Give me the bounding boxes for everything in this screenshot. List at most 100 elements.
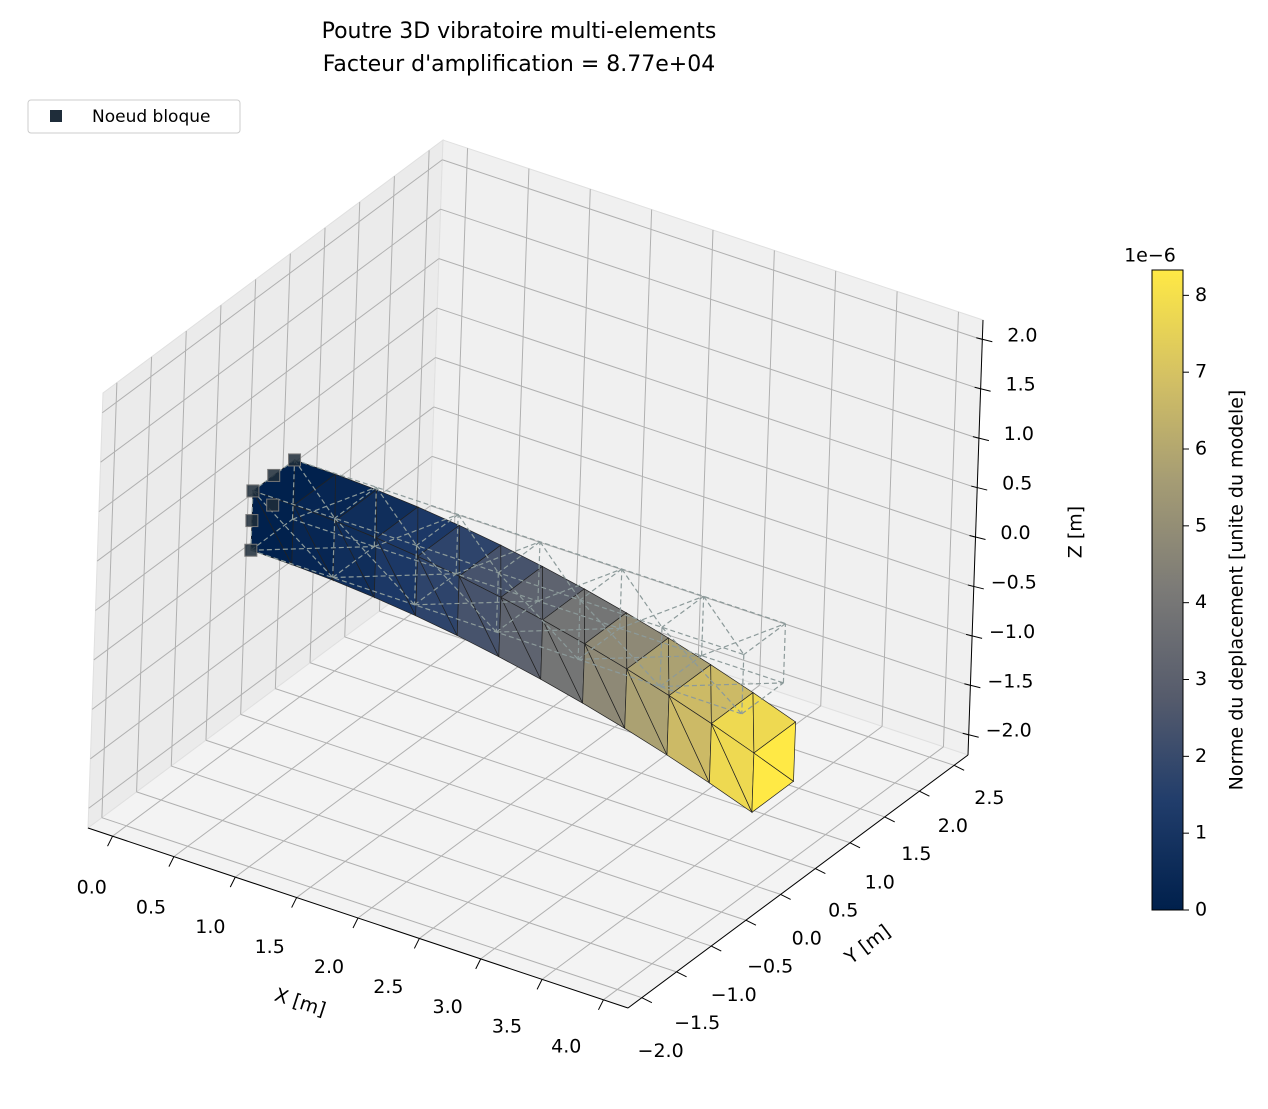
undeformed-edge (413, 545, 418, 605)
y-tick-label: 2.0 (938, 815, 968, 837)
y-tick-label: 0.0 (792, 928, 822, 950)
x-tick-label: 3.0 (433, 996, 463, 1018)
y-tick-label: −0.5 (747, 956, 793, 978)
undeformed-edge (291, 459, 296, 520)
colorbar-tick-label: 1 (1195, 822, 1207, 844)
colorbar-tick-label: 3 (1195, 668, 1207, 690)
z-tick-label: 0.0 (1000, 522, 1030, 544)
y-tick (711, 945, 722, 952)
colorbar-tick-label: 2 (1195, 745, 1207, 767)
undeformed-edge (498, 541, 541, 574)
undeformed-edge (455, 514, 459, 574)
z-tick-label: −0.5 (991, 571, 1037, 593)
y-tick-label: 0.5 (828, 899, 858, 921)
undeformed-edge (700, 596, 705, 656)
x-tick (168, 856, 175, 867)
grid-line (440, 208, 981, 390)
x-tick (291, 897, 298, 908)
x-tick-label: 4.0 (551, 1036, 581, 1058)
undeformed-edge (579, 568, 623, 601)
y-tick (780, 893, 791, 900)
x-axis-label: X [m] (272, 984, 329, 1021)
undeformed-edge (703, 595, 745, 655)
undeformed-edge (659, 682, 784, 688)
undeformed-edge (250, 490, 254, 551)
undeformed-edge (741, 682, 784, 715)
fixed-node (288, 453, 302, 467)
fixed-node (245, 514, 259, 528)
colorbar-tick-label: 4 (1195, 591, 1207, 613)
undeformed-edge (495, 572, 499, 633)
undeformed-edge (374, 513, 459, 548)
undeformed-edge (332, 573, 457, 579)
y-tick (676, 971, 687, 978)
undeformed-edge (539, 541, 581, 601)
z-tick-label: −1.0 (989, 621, 1035, 643)
chart-subtitle: Facteur d'amplification = 8.77e+04 (323, 52, 715, 77)
undeformed-edge (332, 518, 336, 578)
undeformed-edge (416, 545, 497, 633)
undeformed-edge (414, 600, 538, 606)
grid-line (88, 554, 429, 809)
grid-line (603, 746, 944, 1001)
grid-line (344, 636, 885, 818)
undeformed-edge (743, 623, 786, 656)
undeformed-edge (414, 573, 457, 606)
y-tick (815, 868, 826, 875)
z-tick (972, 436, 990, 442)
legend-label: Noeud bloque (92, 107, 211, 127)
z-tick-label: −1.5 (987, 670, 1033, 692)
x-tick-label: 1.0 (195, 916, 225, 938)
z-tick (965, 633, 983, 639)
y-tick (849, 842, 861, 849)
x-tick (598, 999, 604, 1011)
undeformed-edge (577, 599, 581, 660)
y-tick (953, 764, 965, 771)
undeformed-edge (496, 627, 620, 633)
undeformed-edge (782, 623, 787, 683)
z-tick-label: 1.0 (1004, 423, 1034, 445)
fixed-node (267, 468, 281, 482)
undeformed-edge (537, 541, 541, 602)
colorbar-tick-label: 8 (1195, 284, 1207, 306)
grid-line (309, 662, 851, 844)
z-tick (971, 485, 988, 491)
grid-line (275, 688, 816, 870)
z-tick-label: 0.5 (1002, 473, 1032, 495)
colorbar-offset: 1e−6 (1124, 245, 1176, 267)
grid-line (100, 208, 441, 463)
grid-line (136, 791, 677, 973)
legend: Noeud bloque (27, 99, 241, 134)
undeformed-edge (334, 486, 377, 519)
undeformed-edge (495, 600, 539, 633)
undeformed-edge (373, 487, 377, 547)
undeformed-edge (416, 514, 459, 546)
colorbar (1151, 269, 1184, 911)
y-axis (627, 754, 969, 1009)
y-tick-label: 2.5 (974, 787, 1004, 809)
x-tick (107, 835, 113, 847)
legend-box (27, 99, 241, 134)
undeformed-edge (619, 569, 623, 629)
x-tick-label: 3.5 (492, 1016, 522, 1038)
x-tick-label: 2.5 (373, 976, 403, 998)
grid-line (438, 258, 980, 440)
z-tick-label: 2.0 (1007, 324, 1037, 346)
fixed-node (246, 484, 260, 498)
z-tick-label: −2.0 (986, 720, 1032, 742)
z-tick (962, 732, 979, 738)
undeformed-edge (659, 655, 702, 688)
x-tick (413, 938, 420, 949)
colorbar-tick-label: 6 (1195, 438, 1207, 460)
undeformed-edge (619, 595, 704, 629)
undeformed-edge (332, 546, 375, 578)
undeformed-edge (741, 654, 745, 714)
grid-line (205, 739, 747, 921)
undeformed-edge (701, 623, 786, 657)
x-tick-label: 0.5 (136, 896, 166, 918)
colorbar-tick-label: 0 (1195, 899, 1207, 921)
undeformed-edge (457, 514, 499, 574)
y-tick-label: 1.5 (901, 843, 931, 865)
z-tick (967, 584, 984, 590)
